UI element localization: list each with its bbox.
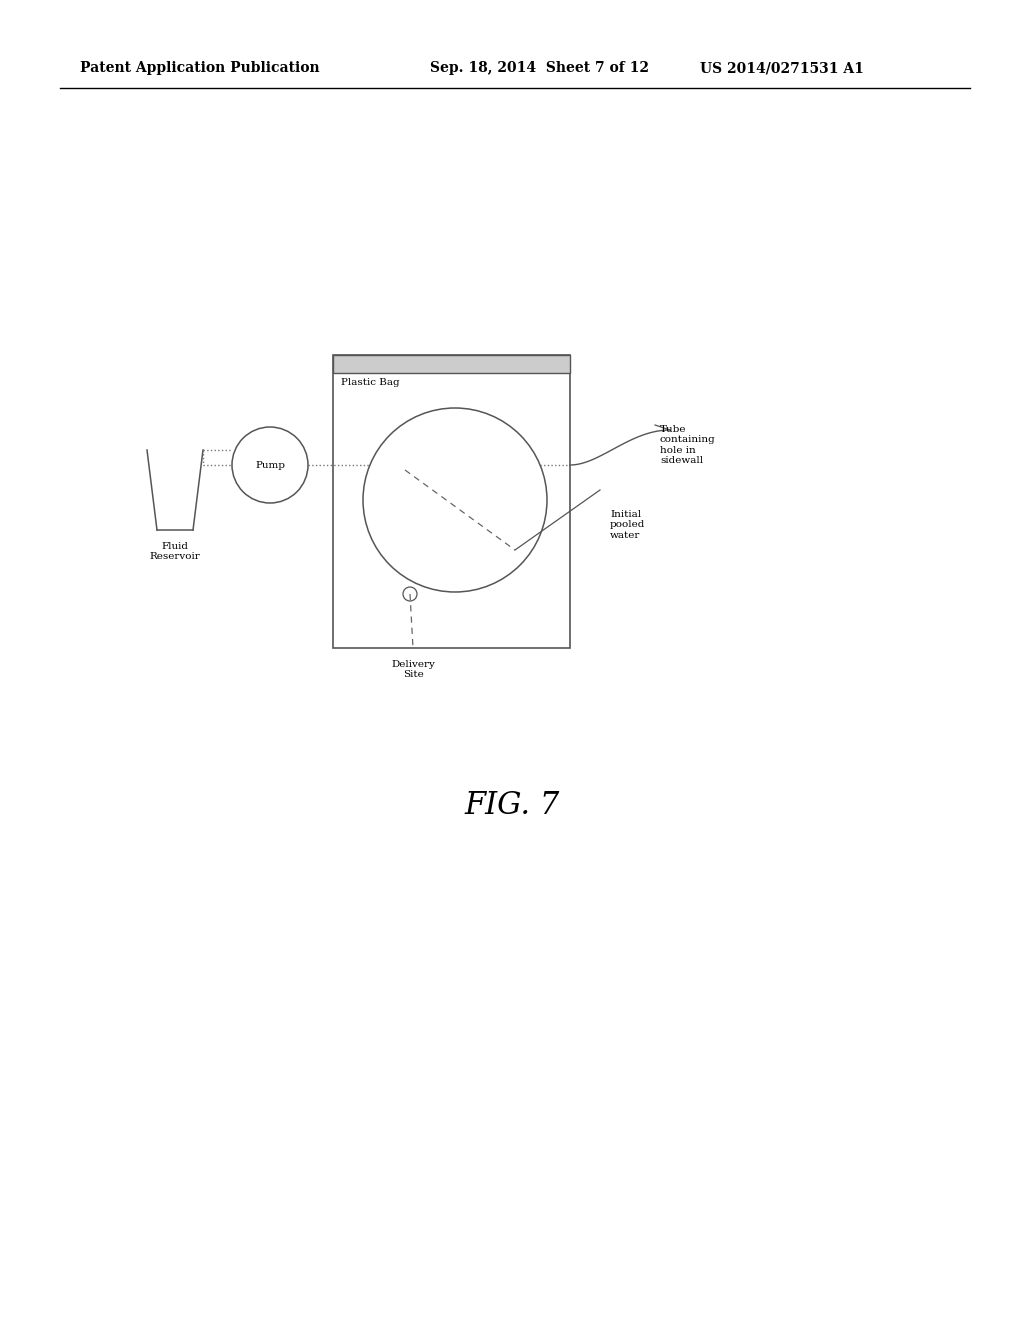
Text: FIG. 7: FIG. 7 [464,789,560,821]
Text: Patent Application Publication: Patent Application Publication [80,61,319,75]
Circle shape [232,426,308,503]
Text: Fluid
Reservoir: Fluid Reservoir [150,543,201,561]
Circle shape [403,587,417,601]
Text: Tube
containing
hole in
sidewall: Tube containing hole in sidewall [660,425,716,465]
Bar [333,355,570,648]
Bar [333,355,570,374]
Text: Pump: Pump [255,461,285,470]
Text: Plastic Bag: Plastic Bag [341,378,399,387]
Circle shape [362,408,547,591]
Text: US 2014/0271531 A1: US 2014/0271531 A1 [700,61,864,75]
Text: Delivery
Site: Delivery Site [391,660,435,680]
Text: Sep. 18, 2014  Sheet 7 of 12: Sep. 18, 2014 Sheet 7 of 12 [430,61,649,75]
Text: Initial
pooled
water: Initial pooled water [610,510,645,540]
